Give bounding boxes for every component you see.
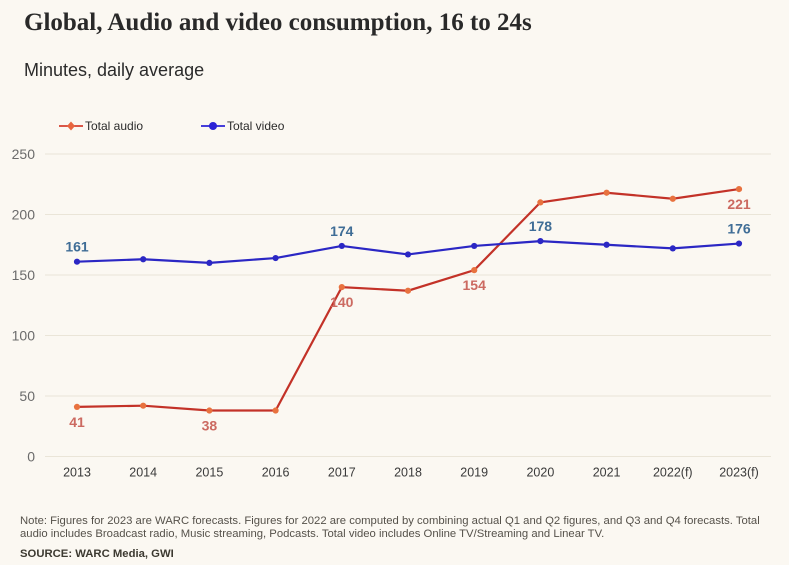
svg-text:2021: 2021 (593, 466, 621, 480)
svg-text:2020: 2020 (526, 466, 554, 480)
svg-text:200: 200 (12, 207, 36, 223)
svg-text:50: 50 (19, 388, 35, 404)
svg-text:250: 250 (12, 146, 36, 162)
svg-text:150: 150 (12, 267, 36, 283)
svg-text:2013: 2013 (63, 466, 91, 480)
svg-text:2015: 2015 (195, 466, 223, 480)
svg-text:221: 221 (727, 196, 751, 212)
svg-text:2017: 2017 (328, 466, 356, 480)
svg-text:41: 41 (69, 414, 85, 430)
svg-text:100: 100 (12, 328, 36, 344)
svg-text:2023(f): 2023(f) (719, 466, 759, 480)
svg-text:140: 140 (330, 294, 354, 310)
svg-text:2018: 2018 (394, 466, 422, 480)
svg-text:2016: 2016 (262, 466, 290, 480)
svg-text:38: 38 (202, 418, 218, 434)
svg-text:2022(f): 2022(f) (653, 466, 693, 480)
svg-text:154: 154 (463, 277, 487, 293)
svg-text:174: 174 (330, 223, 354, 239)
svg-text:176: 176 (727, 221, 751, 237)
svg-text:2014: 2014 (129, 466, 157, 480)
svg-text:178: 178 (529, 218, 553, 234)
svg-text:2019: 2019 (460, 466, 488, 480)
svg-text:161: 161 (65, 239, 89, 255)
svg-text:0: 0 (27, 449, 35, 465)
